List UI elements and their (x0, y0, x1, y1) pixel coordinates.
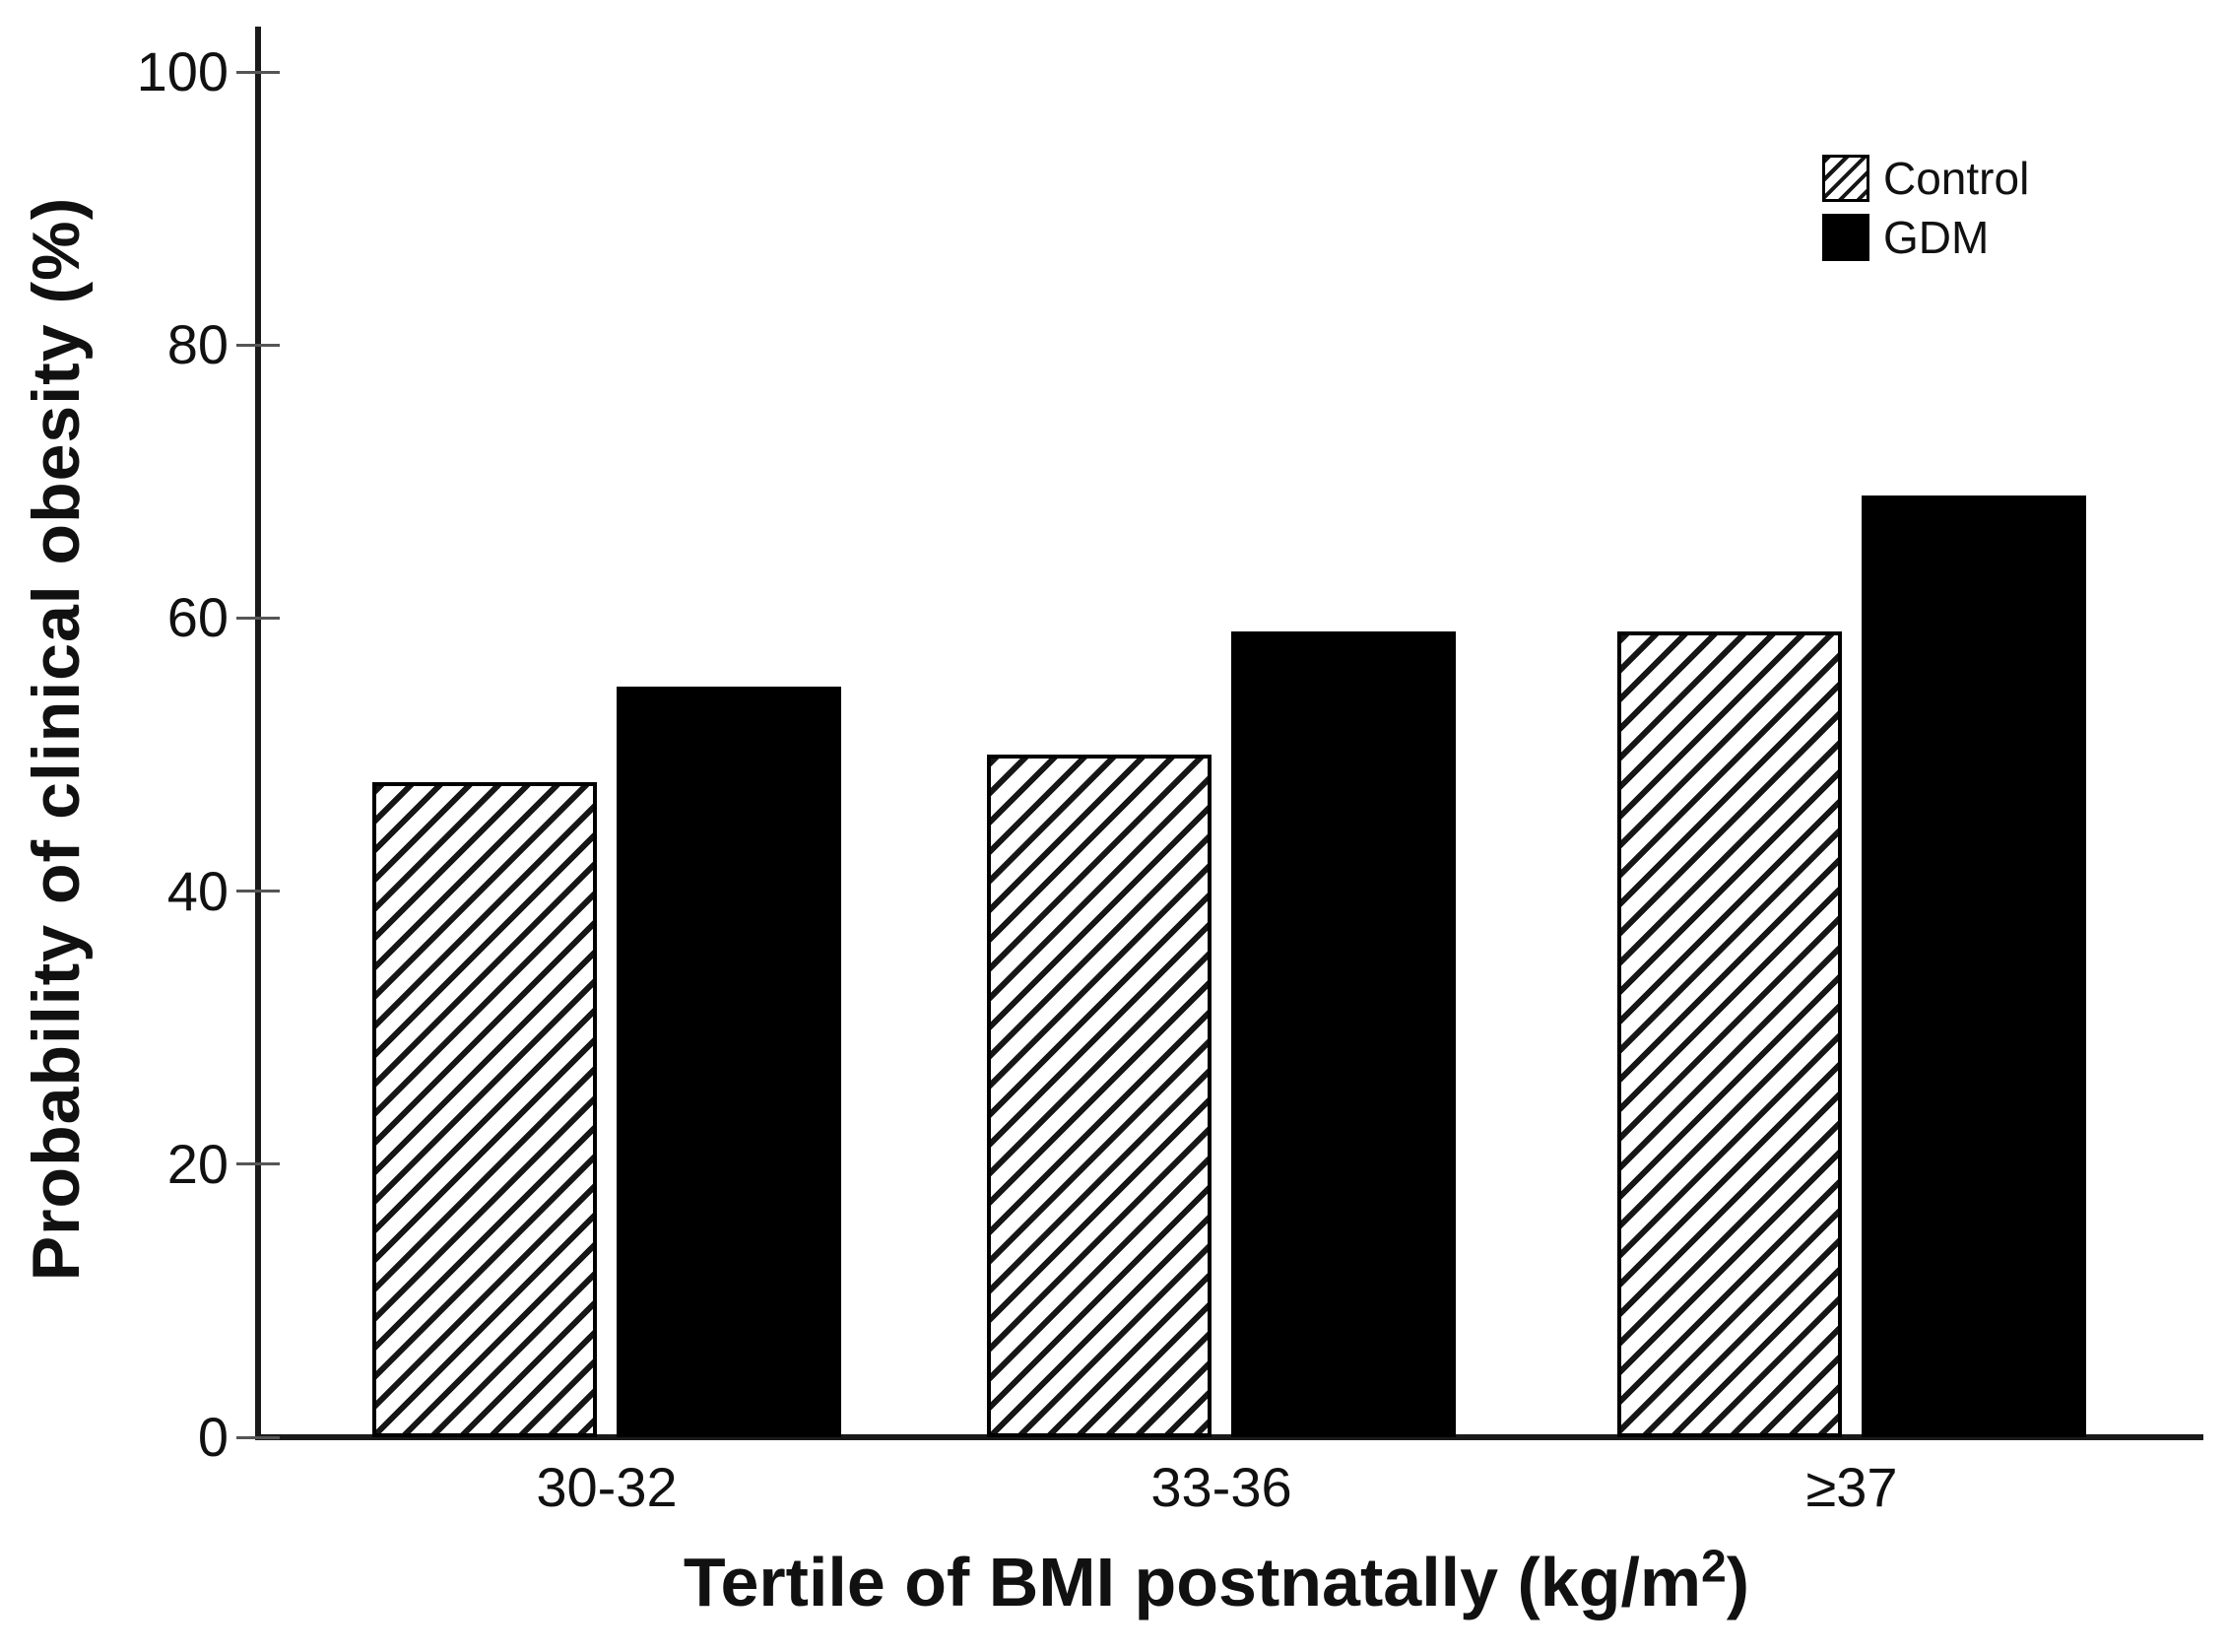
legend-label: Control (1883, 153, 2030, 204)
bar-gdm-33-36 (1231, 631, 1456, 1437)
y-tick-mark (236, 343, 280, 347)
y-tick-mark (236, 70, 280, 74)
x-axis-title-text: Tertile of BMI postnatally (kg/m (683, 1544, 1702, 1620)
y-tick-label: 40 (166, 859, 229, 922)
y-tick-label: 60 (166, 586, 229, 649)
x-axis-title-suffix: ) (1726, 1544, 1750, 1620)
y-axis-line (255, 27, 261, 1440)
x-axis-title: Tertile of BMI postnatally (kg/m2) (684, 1543, 1749, 1621)
x-tick-label: 30-32 (536, 1456, 678, 1518)
y-tick-mark (236, 616, 280, 620)
bar-group (1617, 495, 2086, 1437)
y-tick-mark (236, 1162, 280, 1166)
legend-item-gdm: GDM (1822, 214, 2029, 261)
y-axis-title: Probability of clinical obesity (%) (19, 196, 94, 1282)
x-tick-label: 33-36 (1150, 1456, 1292, 1518)
y-tick-label: 80 (166, 313, 229, 376)
bar-group (372, 686, 841, 1437)
legend-swatch-solid-icon (1822, 214, 1869, 261)
x-tick-label: ≥37 (1805, 1456, 1898, 1518)
y-tick-mark (236, 1435, 280, 1439)
plot-area: Control GDM 0 20 40 60 80 100 30-32 33-36 ≥37 (137, 27, 2203, 1518)
legend-swatch-hatched-icon (1822, 155, 1869, 202)
y-tick-mark (236, 890, 280, 893)
legend-label: GDM (1883, 212, 1990, 263)
y-tick-label: 0 (197, 1406, 229, 1468)
bar-group (987, 631, 1456, 1437)
bar-gdm-≥37 (1862, 495, 2086, 1437)
bar-gdm-30-32 (617, 686, 841, 1437)
bar-control-≥37 (1617, 631, 1842, 1437)
y-tick-label: 100 (136, 40, 229, 102)
bar-control-33-36 (987, 755, 1212, 1437)
y-tick-label: 20 (166, 1132, 229, 1195)
x-axis-title-superscript: 2 (1701, 1540, 1727, 1592)
legend-item-control: Control (1822, 155, 2029, 202)
legend: Control GDM (1822, 155, 2029, 261)
x-axis-line (255, 1434, 2203, 1440)
bar-control-30-32 (372, 781, 597, 1437)
